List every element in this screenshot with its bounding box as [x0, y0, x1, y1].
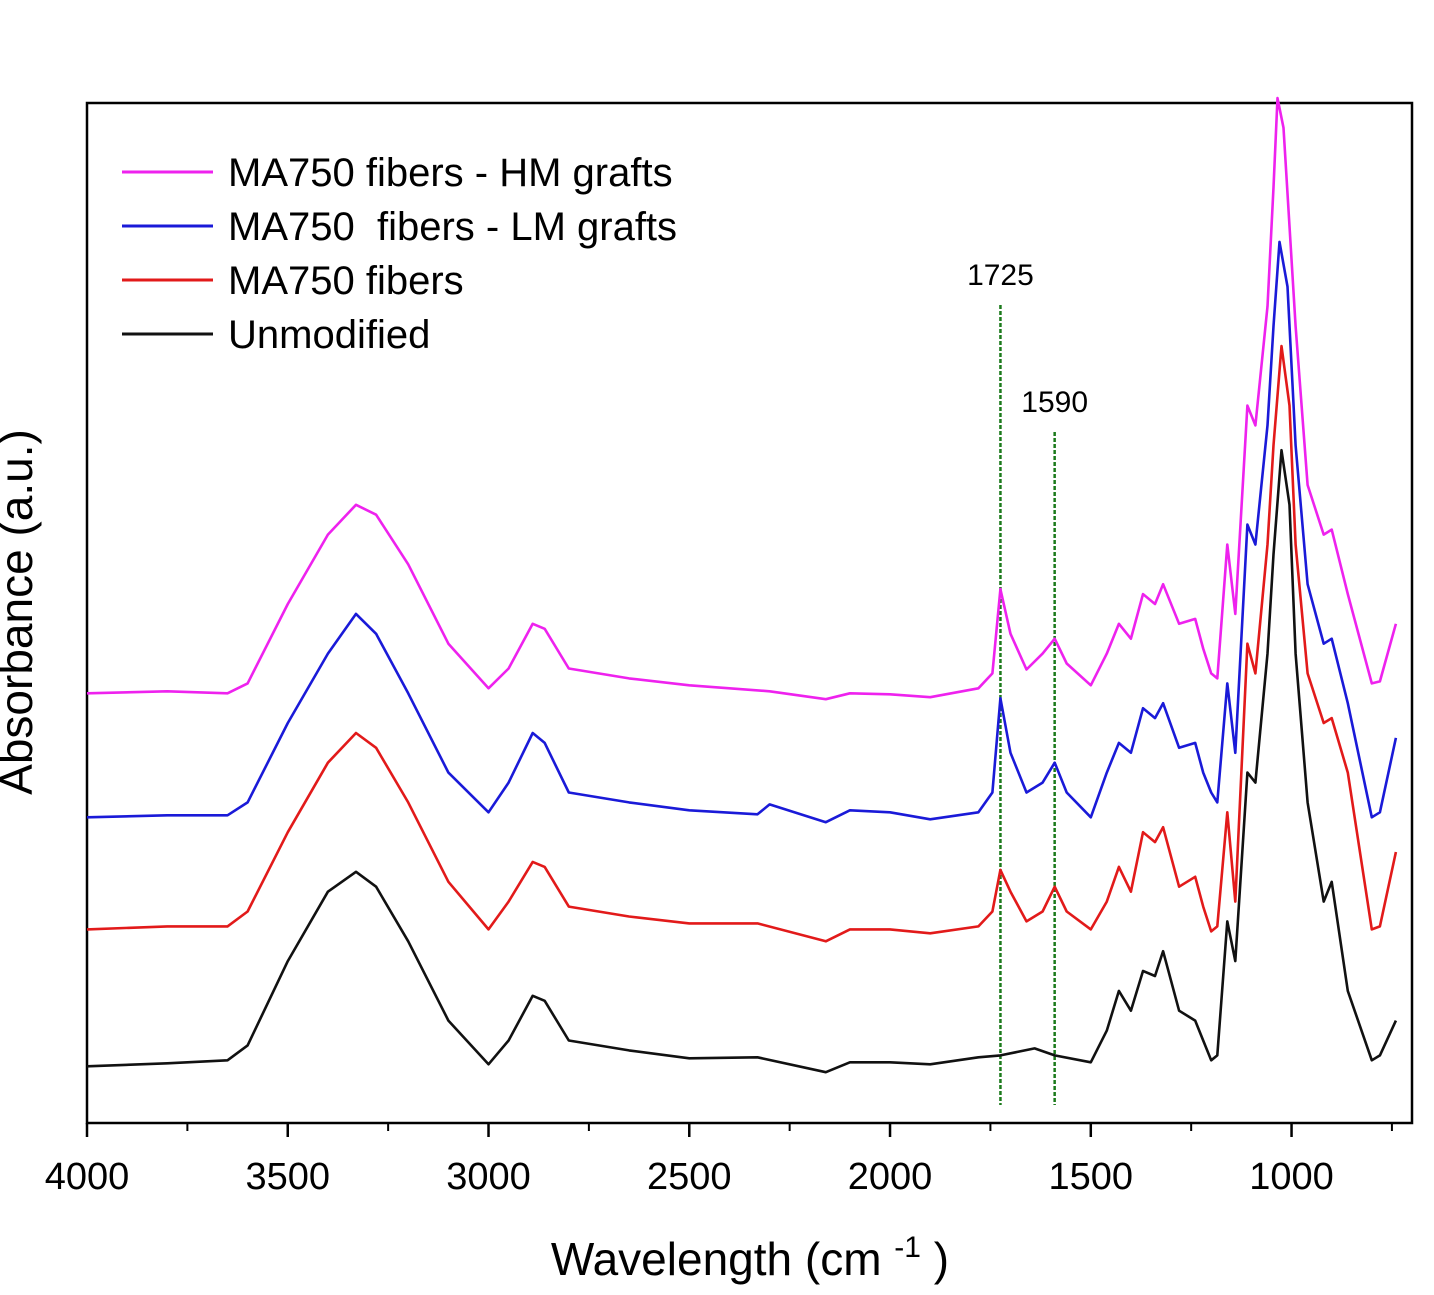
series-line-0 [86, 96, 1398, 701]
x-tick-label-2000: 2000 [848, 1156, 933, 1198]
x-axis-title-superscript: -1 [894, 1231, 921, 1264]
legend-label-0: MA750 fibers - HM grafts [228, 151, 673, 195]
legend-label-3: Unmodified [228, 313, 430, 357]
annotation-label-1725: 1725 [967, 259, 1034, 292]
x-tick-label-4000: 4000 [45, 1156, 130, 1198]
legend-label-1: MA750 fibers - LM grafts [228, 205, 677, 249]
x-tick-label-2500: 2500 [647, 1156, 732, 1198]
series-line-3 [86, 448, 1398, 1074]
plot-frame [85, 101, 1414, 1125]
x-tick-label-1500: 1500 [1049, 1156, 1134, 1198]
x-tick-label-3500: 3500 [245, 1156, 330, 1198]
series-line-2 [86, 344, 1398, 943]
annotation-label-1590: 1590 [1021, 386, 1088, 419]
x-tick-label-3000: 3000 [446, 1156, 531, 1198]
x-tick-label-1000: 1000 [1249, 1156, 1334, 1198]
legend: MA750 fibers - HM grafts MA750 fibers - L… [122, 151, 677, 357]
legend-label-2: MA750 fibers [228, 259, 464, 303]
x-axis-title-main: Wavelength (cm [551, 1233, 882, 1285]
x-axis-ticks: 4000 3500 3000 2500 2000 1500 1000 [45, 1123, 1393, 1198]
series-layer [86, 96, 1398, 1074]
series-line-1 [86, 240, 1398, 824]
x-axis-title: Wavelength (cm -1 ) [551, 1215, 949, 1285]
x-axis-title-close: ) [934, 1233, 949, 1285]
y-axis-title: Absorbance (a.u.) [0, 429, 42, 795]
